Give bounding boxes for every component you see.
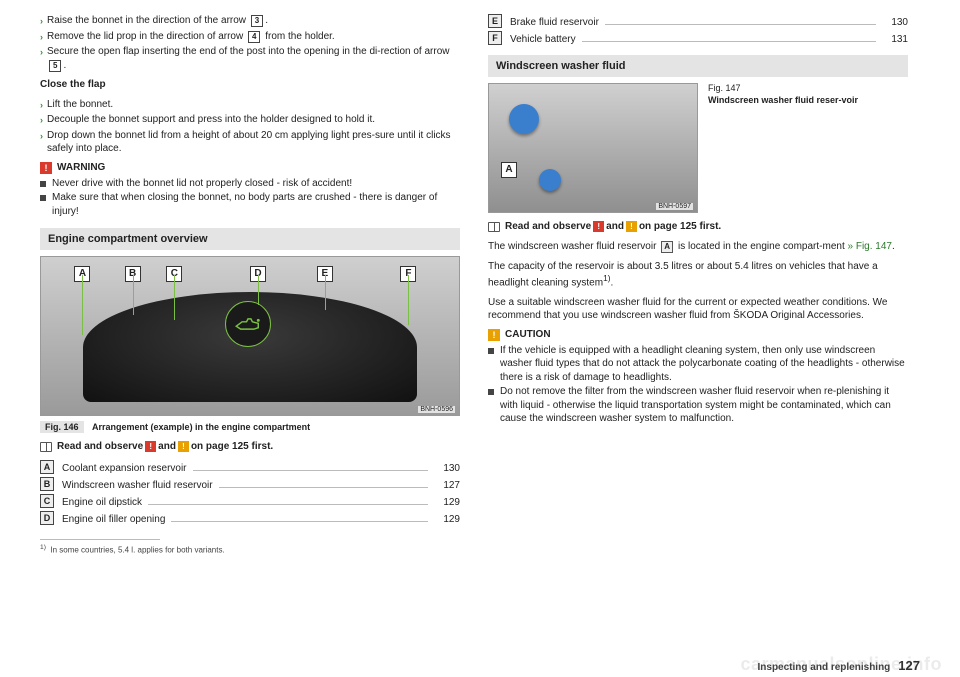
footer-section: Inspecting and replenishing [758, 662, 891, 673]
square-bullet-icon [488, 348, 494, 354]
close-flap-steps: ›Lift the bonnet. ›Decouple the bonnet s… [40, 98, 460, 156]
square-bullet-icon [488, 389, 494, 395]
figure-link: » Fig. 147 [848, 241, 892, 252]
washer-reservoir-illustration [539, 169, 561, 191]
footer-page-number: 127 [898, 658, 920, 673]
caution-list: If the vehicle is equipped with a headli… [488, 344, 908, 426]
marker-a: A [501, 162, 517, 178]
warning-list: Never drive with the bonnet lid not prop… [40, 177, 460, 219]
left-column: › Raise the bonnet in the direction of t… [40, 14, 460, 555]
ref-box: F [488, 31, 502, 45]
ref-box-inline: A [661, 241, 673, 253]
read-observe-note: Read and observe ! and ! on page 125 fir… [488, 221, 908, 232]
figure-146-caption: Fig. 146 Arrangement (example) in the en… [40, 421, 460, 433]
component-reference-list-cont: EBrake fluid reservoir130 FVehicle batte… [488, 14, 908, 45]
ref-box: B [40, 477, 54, 491]
chevron-icon: › [40, 130, 43, 142]
arrow-ref-box: 4 [248, 31, 260, 43]
caution-icon: ! [626, 221, 637, 232]
warning-icon: ! [40, 162, 52, 174]
figure-147: A BNH-0597 [488, 83, 698, 213]
arrow-ref-box: 3 [251, 15, 263, 27]
footnote-rule [40, 539, 160, 540]
step-open-2: › Remove the lid prop in the direction o… [40, 30, 460, 44]
chevron-icon: › [40, 46, 43, 58]
ref-box: C [40, 494, 54, 508]
arrow-ref-box: 5 [49, 60, 61, 72]
figure-147-wrap: A BNH-0597 Fig. 147 Windscreen washer fl… [488, 83, 908, 213]
chevron-icon: › [40, 31, 43, 43]
open-flap-steps: › Raise the bonnet in the direction of t… [40, 14, 460, 72]
step-text: Raise the bonnet in the direction of the… [47, 15, 249, 26]
close-flap-heading: Close the flap [40, 78, 460, 92]
chevron-icon: › [40, 99, 43, 111]
square-bullet-icon [40, 195, 46, 201]
washer-capacity-text: The capacity of the reservoir is about 3… [488, 260, 908, 290]
caution-icon: ! [178, 441, 189, 452]
caution-heading: ! CAUTION [488, 329, 908, 341]
chevron-icon: › [40, 114, 43, 126]
image-code: BNH-0596 [418, 406, 455, 413]
manual-page: › Raise the bonnet in the direction of t… [0, 0, 960, 555]
component-reference-list: ACoolant expansion reservoir130 BWindscr… [40, 460, 460, 525]
figure-146: A B C D E F BNH-0596 [40, 256, 460, 416]
section-engine-overview: Engine compartment overview [40, 228, 460, 250]
chevron-icon: › [40, 15, 43, 27]
warning-heading: ! WARNING [40, 162, 460, 174]
figure-147-caption: Fig. 147 Windscreen washer fluid reser-v… [708, 83, 858, 213]
book-icon [40, 442, 52, 452]
step-open-1: › Raise the bonnet in the direction of t… [40, 14, 460, 28]
image-code: BNH-0597 [656, 203, 693, 210]
washer-cap-illustration [509, 104, 539, 134]
ref-box: D [40, 511, 54, 525]
book-icon [488, 222, 500, 232]
read-observe-note: Read and observe ! and ! on page 125 fir… [40, 441, 460, 452]
ref-box: E [488, 14, 502, 28]
right-column: EBrake fluid reservoir130 FVehicle batte… [488, 14, 908, 555]
section-washer-fluid: Windscreen washer fluid [488, 55, 908, 77]
footnote: 1) In some countries, 5.4 l. applies for… [40, 544, 460, 555]
ref-box: A [40, 460, 54, 474]
oil-callout-icon [225, 301, 271, 347]
warning-icon: ! [145, 441, 156, 452]
page-footer: Inspecting and replenishing 127 [40, 658, 920, 673]
square-bullet-icon [40, 181, 46, 187]
washer-recommendation-text: Use a suitable windscreen washer fluid f… [488, 296, 908, 323]
warning-icon: ! [593, 221, 604, 232]
washer-location-text: The windscreen washer fluid reservoir A … [488, 240, 908, 254]
caution-icon: ! [488, 329, 500, 341]
step-open-3: › Secure the open flap inserting the end… [40, 45, 460, 72]
